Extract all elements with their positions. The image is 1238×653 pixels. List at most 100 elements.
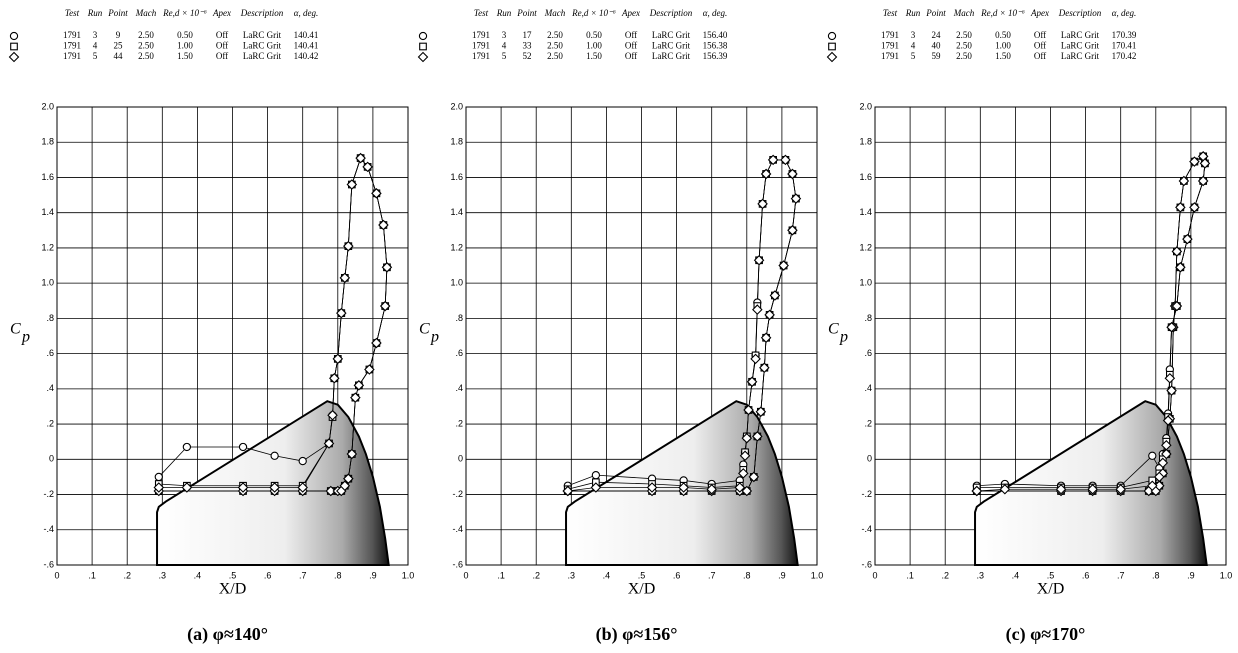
legend-cell: LaRC Grit xyxy=(1061,30,1100,40)
legend-cell: 4 xyxy=(911,41,916,51)
legend-header: Point xyxy=(925,8,946,18)
x-tick-label: .1 xyxy=(906,570,914,580)
legend-cell: 40 xyxy=(932,41,942,51)
legend-cell: Off xyxy=(216,30,228,40)
legend-cell: 140.42 xyxy=(294,51,319,61)
y-axis-label-sub: p xyxy=(430,329,439,346)
legend-header: Re,d × 10⁻⁶ xyxy=(162,8,207,18)
legend-cell: 59 xyxy=(932,51,942,61)
x-tick-label: .2 xyxy=(532,570,540,580)
legend-cell: Off xyxy=(216,51,228,61)
x-axis-label: X/D xyxy=(219,581,247,598)
y-axis-label: C xyxy=(419,321,430,338)
legend-header: α, deg. xyxy=(1112,8,1136,18)
y-tick-label: .4 xyxy=(46,383,54,393)
legend-cell: 1791 xyxy=(63,41,81,51)
legend-cell: LaRC Grit xyxy=(652,30,691,40)
legend-header: Point xyxy=(516,8,537,18)
circle-marker xyxy=(271,452,278,459)
y-tick-label: -.4 xyxy=(43,524,54,534)
legend-header: Mach xyxy=(135,8,157,18)
y-tick-label: 1.0 xyxy=(450,278,463,288)
legend-cell: 1791 xyxy=(63,51,81,61)
y-tick-label: .2 xyxy=(46,418,54,428)
x-tick-label: .3 xyxy=(159,570,167,580)
legend-cell: 170.41 xyxy=(1112,41,1137,51)
legend-cell: 1791 xyxy=(472,41,490,51)
y-tick-label: 1.6 xyxy=(41,172,54,182)
x-tick-label: .3 xyxy=(568,570,576,580)
legend-cell: 2.50 xyxy=(547,41,563,51)
legend-header: Run xyxy=(496,8,512,18)
legend-header: Re,d × 10⁻⁶ xyxy=(571,8,616,18)
x-tick-label: .6 xyxy=(264,570,272,580)
legend-cell: 3 xyxy=(502,30,507,40)
legend-cell: Off xyxy=(1034,51,1046,61)
legend-cell: 0.50 xyxy=(995,30,1011,40)
legend-marker xyxy=(419,53,428,62)
y-tick-label: 1.4 xyxy=(859,207,872,217)
legend-cell: LaRC Grit xyxy=(1061,51,1100,61)
legend-cell: 1791 xyxy=(881,41,899,51)
y-tick-label: 1.8 xyxy=(450,137,463,147)
legend-cell: 1.00 xyxy=(586,41,602,51)
legend-header: Test xyxy=(65,8,80,18)
legend-cell: 5 xyxy=(93,51,98,61)
y-tick-label: 1.8 xyxy=(859,137,872,147)
x-tick-label: .5 xyxy=(638,570,646,580)
legend-cell: 1.50 xyxy=(177,51,193,61)
x-tick-label: .4 xyxy=(194,570,202,580)
x-tick-label: .3 xyxy=(977,570,985,580)
legend-cell: 156.39 xyxy=(703,51,728,61)
y-axis-label: C xyxy=(828,321,839,338)
y-tick-label: .2 xyxy=(864,418,872,428)
x-axis-label: X/D xyxy=(628,581,656,598)
x-tick-label: 1.0 xyxy=(811,570,824,580)
y-tick-label: 0 xyxy=(49,454,54,464)
legend-cell: 0.50 xyxy=(586,30,602,40)
x-tick-label: .8 xyxy=(743,570,751,580)
y-tick-label: 1.0 xyxy=(859,278,872,288)
legend-marker xyxy=(10,53,19,62)
legend-header: α, deg. xyxy=(294,8,318,18)
legend-cell: 1.50 xyxy=(995,51,1011,61)
legend-cell: LaRC Grit xyxy=(1061,41,1100,51)
legend-marker xyxy=(10,32,17,39)
legend-header: Mach xyxy=(953,8,975,18)
legend-cell: Off xyxy=(1034,41,1046,51)
y-tick-label: 0 xyxy=(867,454,872,464)
x-tick-label: 0 xyxy=(872,570,877,580)
circle-marker xyxy=(1149,452,1156,459)
y-tick-label: -.6 xyxy=(861,559,872,569)
legend-header: Mach xyxy=(544,8,566,18)
legend-cell: 4 xyxy=(93,41,98,51)
legend-marker xyxy=(420,43,427,50)
legend-cell: 33 xyxy=(523,41,533,51)
x-tick-label: 1.0 xyxy=(402,570,415,580)
legend-cell: 1791 xyxy=(63,30,81,40)
x-tick-label: .7 xyxy=(1117,570,1125,580)
y-axis-label-sub: p xyxy=(21,329,30,346)
legend-header: Apex xyxy=(621,8,640,18)
y-tick-label: 1.4 xyxy=(41,207,54,217)
y-tick-label: 2.0 xyxy=(859,101,872,111)
legend-header: Run xyxy=(905,8,921,18)
circle-marker xyxy=(299,457,306,464)
legend-cell: 1791 xyxy=(881,30,899,40)
legend-cell: 170.39 xyxy=(1112,30,1137,40)
legend-header: Description xyxy=(649,8,693,18)
y-tick-label: .8 xyxy=(455,313,463,323)
legend-header: Test xyxy=(883,8,898,18)
x-tick-label: 0 xyxy=(463,570,468,580)
caption: (b) φ≈156° xyxy=(596,624,678,645)
legend-header: α, deg. xyxy=(703,8,727,18)
y-tick-label: .8 xyxy=(864,313,872,323)
legend-marker xyxy=(829,43,836,50)
caption: (c) φ≈170° xyxy=(1006,624,1086,645)
legend-cell: 3 xyxy=(93,30,98,40)
legend-cell: 2.50 xyxy=(138,51,154,61)
y-axis-label: C xyxy=(10,321,21,338)
x-tick-label: .9 xyxy=(369,570,377,580)
legend-header: Re,d × 10⁻⁶ xyxy=(980,8,1025,18)
legend-cell: 2.50 xyxy=(956,41,972,51)
